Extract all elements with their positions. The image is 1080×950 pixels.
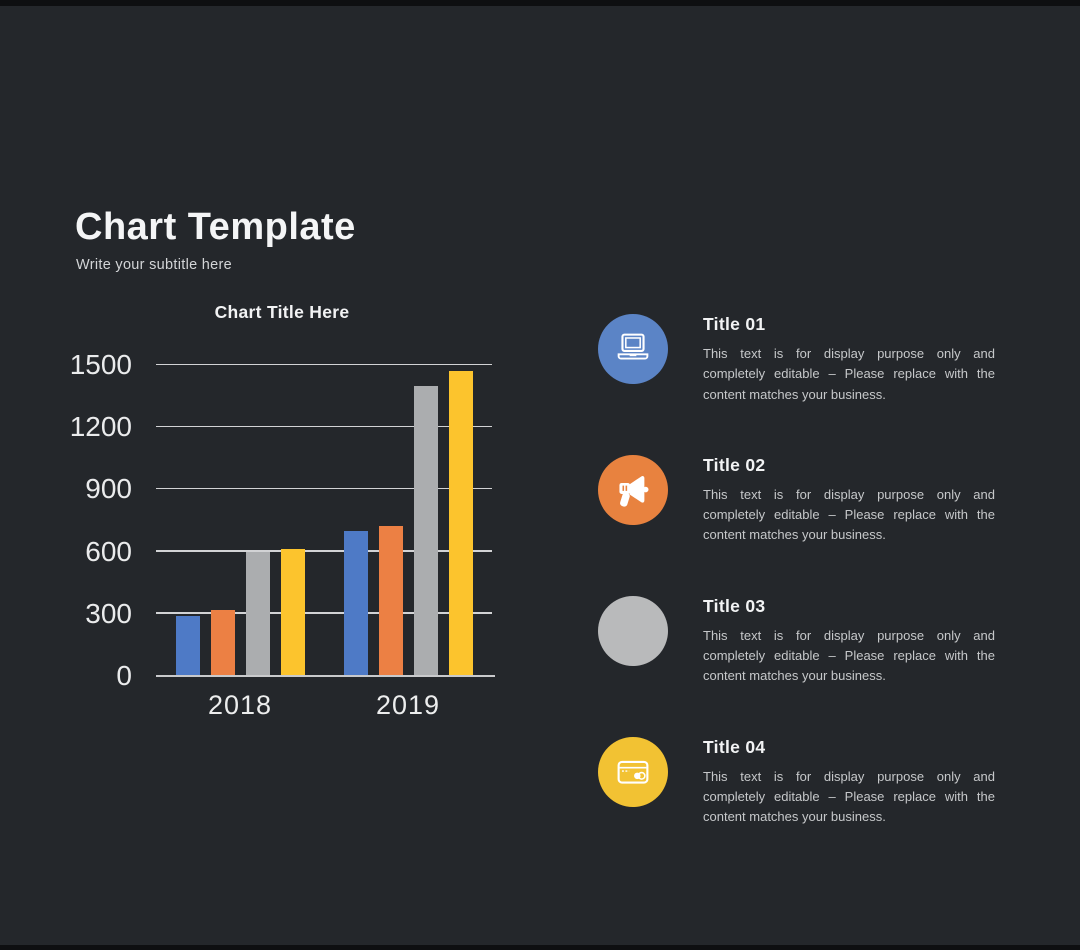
bar-group-2019 [324,365,492,676]
feature-text-4: Title 04 This text is for display purpos… [703,737,995,828]
feature-item-2: Title 02 This text is for display purpos… [598,454,1000,546]
bar-group-2018 [156,365,324,676]
y-tick-label-900: 900 [85,473,132,505]
feature-text-3: Title 03 This text is for display purpos… [703,596,995,687]
gridline-1200 [156,425,492,428]
gridline-600 [156,550,492,552]
bar-chart: Chart Title Here 0 300 600 900 1200 1500 2018 2… [70,302,496,720]
bar-2018-series-4-yellow [280,548,305,676]
feature-description-3: This text is for display purpose only an… [703,627,995,684]
bar-2019-series-2-orange [378,525,403,676]
bar-2018-series-2-orange [210,609,235,676]
chart-plot: 0 300 600 900 1200 1500 2018 2019 [70,350,496,720]
y-tick-label-300: 300 [85,597,132,629]
page-subtitle: Write your subtitle here [76,257,233,273]
feature-description-2: This text is for display purpose only an… [703,486,995,543]
feature-item-4: Title 04 This text is for display purpos… [598,736,1000,828]
laptop-icon [598,314,668,384]
y-tick-label-0: 0 [116,660,132,691]
page-title: Chart Template [75,206,356,248]
feature-list: Title 01 This text is for display purpos… [598,314,1000,878]
x-tick-label-2019: 2019 [375,690,441,720]
megaphone-icon [598,454,668,525]
feature-title-1: Title 01 [703,314,766,334]
feature-description-4: This text is for display purpose only an… [703,768,995,825]
gridline-300 [156,612,492,614]
bar-2019-series-4-yellow [448,371,473,676]
feature-item-3: Title 03 This text is for display purpos… [598,595,1000,687]
bar-2018-series-1-blue [175,615,200,676]
y-tick-label-1200: 1200 [69,411,132,443]
bar-2018-series-3-gray [245,551,270,676]
feature-title-2: Title 02 [703,454,766,475]
x-tick-label-2018: 2018 [207,690,273,720]
x-axis-line [156,675,496,677]
feature-description-1: This text is for display purpose only an… [703,346,995,402]
feature-text-1: Title 01 This text is for display purpos… [703,314,995,405]
slide-canvas: Chart Template Write your subtitle here … [0,6,1080,945]
y-tick-label-600: 600 [85,535,132,567]
y-tick-label-1500: 1500 [69,349,132,380]
feature-title-3: Title 03 [703,595,766,616]
feature-text-2: Title 02 This text is for display purpos… [703,455,995,546]
chart-title: Chart Title Here [214,302,350,322]
credit-card-icon [598,736,668,807]
bar-2019-series-1-blue [343,530,368,676]
gridline-900 [156,487,492,490]
blank-circle-icon [598,595,668,666]
gridline-1500 [156,363,492,365]
feature-item-1: Title 01 This text is for display purpos… [598,314,1000,405]
bar-2019-series-3-gray [413,385,438,676]
feature-title-4: Title 04 [703,736,766,757]
